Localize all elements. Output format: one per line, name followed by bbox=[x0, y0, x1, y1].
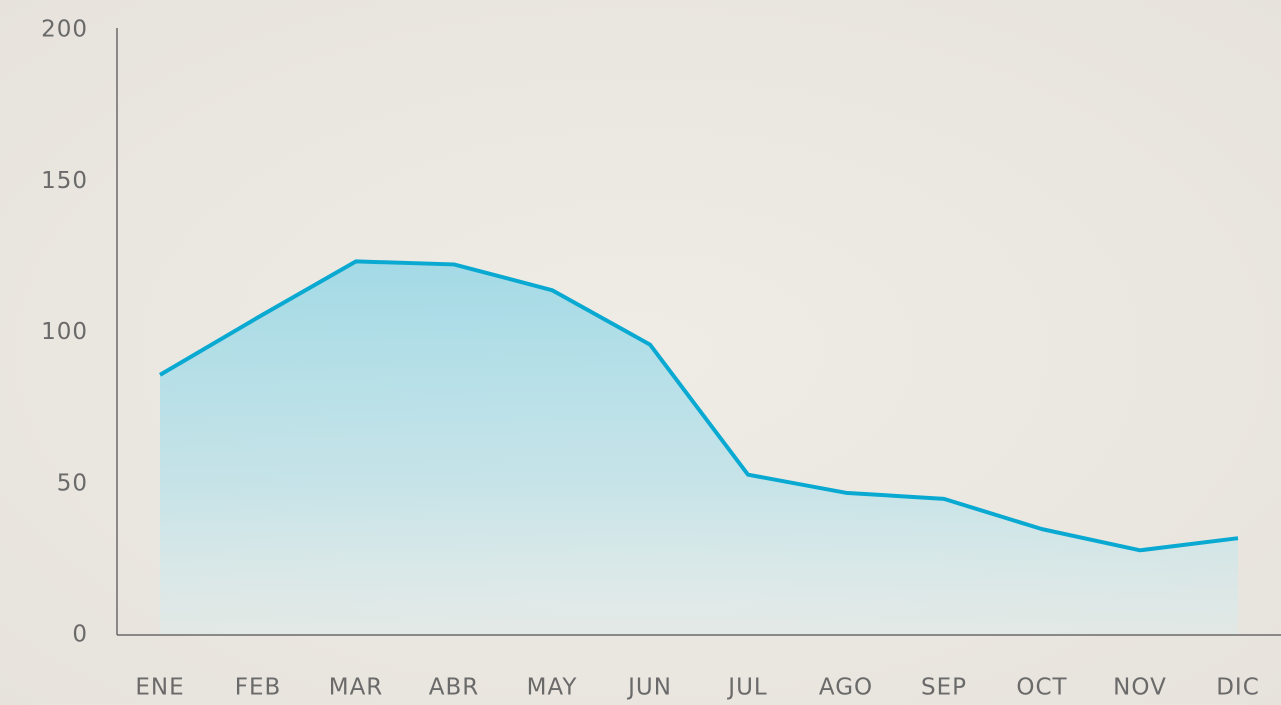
x-tick-label: DIC bbox=[1216, 675, 1260, 701]
area bbox=[160, 261, 1238, 635]
x-tick-label: JUN bbox=[626, 675, 672, 701]
line bbox=[158, 259, 1239, 553]
y-tick-label: 50 bbox=[57, 470, 88, 496]
x-tick-label: AGO bbox=[819, 675, 873, 701]
x-tick-label: FEB bbox=[235, 675, 282, 701]
x-tick-label: ABR bbox=[429, 675, 480, 701]
y-tick-label: 200 bbox=[41, 17, 88, 43]
x-tick-label: MAY bbox=[527, 675, 578, 701]
y-tick-label: 0 bbox=[72, 622, 88, 648]
y-tick-label: 150 bbox=[41, 168, 88, 194]
x-tick-label: SEP bbox=[921, 675, 967, 701]
x-tick-label: ENE bbox=[135, 675, 184, 701]
y-tick-label: 100 bbox=[41, 319, 88, 345]
x-tick-label: JUL bbox=[726, 675, 767, 701]
x-tick-label: NOV bbox=[1113, 675, 1167, 701]
x-tick-label: MAR bbox=[329, 675, 384, 701]
x-tick-label: OCT bbox=[1016, 675, 1067, 701]
